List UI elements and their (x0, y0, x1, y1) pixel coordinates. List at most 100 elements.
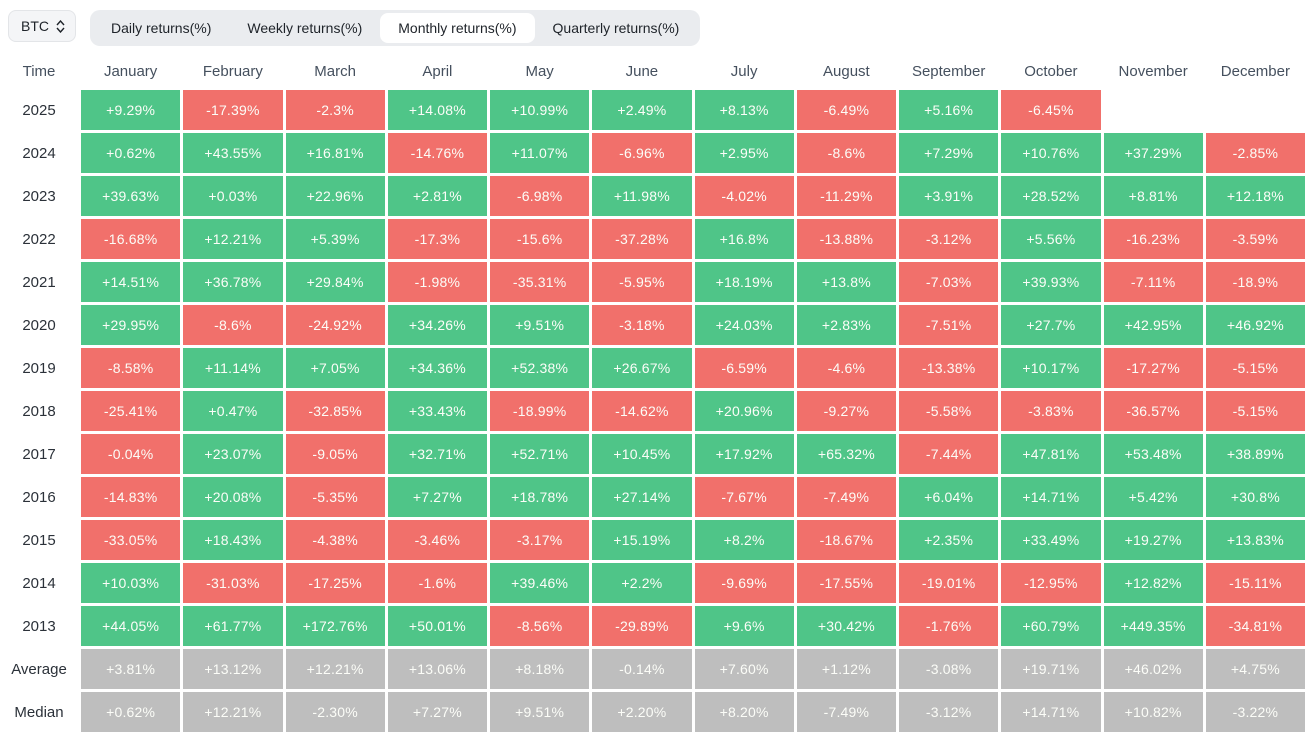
tab-weekly-returns-[interactable]: Weekly returns(%) (247, 20, 363, 36)
tab-quarterly-returns-[interactable]: Quarterly returns(%) (552, 20, 680, 36)
return-cell: -35.31% (490, 262, 590, 302)
return-cell: -1.76% (899, 606, 999, 646)
column-header-january: January (103, 62, 158, 80)
column-header-december: December (1220, 62, 1290, 80)
table-row: 2024 +0.62% +43.55% +16.81% -14.76% +11.07% -6… (0, 133, 1305, 176)
return-cell: -6.49% (796, 90, 896, 130)
return-cell: +0.62% (81, 692, 181, 732)
return-cell: +38.89% (1205, 434, 1305, 474)
return-cell: -18.67% (796, 520, 896, 560)
table-row: Median +0.62% +12.21% -2.30% +7.27% +9.51% +2.… (0, 692, 1305, 735)
table-row: 2018 -25.41% +0.47% -32.85% +33.43% -18.99% -1… (0, 391, 1305, 434)
return-cell: -6.96% (592, 133, 692, 173)
return-cell: -17.39% (183, 90, 283, 130)
tab-monthly-returns-[interactable]: Monthly returns(%) (380, 13, 535, 43)
row-label: 2013 (22, 617, 56, 635)
column-header-june: June (625, 62, 659, 80)
return-cell: -5.35% (285, 477, 385, 517)
return-cell: +10.82% (1103, 692, 1203, 732)
return-cell: -7.49% (796, 692, 896, 732)
return-cell: +9.51% (490, 305, 590, 345)
return-cell: -18.99% (490, 391, 590, 431)
return-cell: +3.81% (81, 649, 181, 689)
return-cell: -25.41% (81, 391, 181, 431)
return-cell: -6.59% (694, 348, 794, 388)
return-cell: -3.59% (1205, 219, 1305, 259)
return-cell: -6.98% (490, 176, 590, 216)
return-cell: +27.14% (592, 477, 692, 517)
return-cell: -16.23% (1103, 219, 1203, 259)
return-cell: -7.11% (1103, 262, 1203, 302)
return-cell: +5.42% (1103, 477, 1203, 517)
row-label: Median (14, 703, 64, 721)
return-cell: +24.03% (694, 305, 794, 345)
return-cell: -12.95% (1001, 563, 1101, 603)
return-cell: +4.75% (1205, 649, 1305, 689)
return-cell: +5.56% (1001, 219, 1101, 259)
return-cell: -3.18% (592, 305, 692, 345)
return-cell: -7.67% (694, 477, 794, 517)
row-label: 2015 (22, 531, 56, 549)
return-cell: +18.43% (183, 520, 283, 560)
return-cell: -5.95% (592, 262, 692, 302)
return-cell: +449.35% (1103, 606, 1203, 646)
return-cell: +2.35% (899, 520, 999, 560)
return-cell: -17.27% (1103, 348, 1203, 388)
row-label: 2022 (22, 230, 56, 248)
return-cell: -4.38% (285, 520, 385, 560)
return-cell: -13.88% (796, 219, 896, 259)
return-cell: -5.15% (1205, 391, 1305, 431)
return-cell: -3.12% (899, 219, 999, 259)
returns-table: Time January February March April May June Jul… (0, 52, 1315, 735)
row-label: 2019 (22, 359, 56, 377)
table-row: 2022 -16.68% +12.21% +5.39% -17.3% -15.6% -37.… (0, 219, 1305, 262)
empty-cell (1206, 90, 1305, 130)
return-cell: +7.60% (694, 649, 794, 689)
return-cell: +8.18% (490, 649, 590, 689)
row-label: 2020 (22, 316, 56, 334)
return-cell: +19.27% (1103, 520, 1203, 560)
return-cell: -1.6% (387, 563, 487, 603)
return-cell: +11.14% (183, 348, 283, 388)
return-cell: +61.77% (183, 606, 283, 646)
return-cell: -7.49% (796, 477, 896, 517)
return-cell: +17.92% (694, 434, 794, 474)
return-cell: -17.3% (387, 219, 487, 259)
return-cell: +52.38% (490, 348, 590, 388)
return-cell: +30.42% (796, 606, 896, 646)
table-row: 2017 -0.04% +23.07% -9.05% +32.71% +52.71% +10… (0, 434, 1305, 477)
row-label: 2014 (22, 574, 56, 592)
return-cell: +27.7% (1001, 305, 1101, 345)
returns-tabbar: Daily returns(%) Weekly returns(%) Monthly… (90, 10, 701, 46)
returns-table-body: 2025 +9.29% -17.39% -2.3% +14.08% +10.99% +2.4… (0, 90, 1307, 735)
symbol-select[interactable]: BTC (8, 10, 76, 42)
tab-daily-returns-[interactable]: Daily returns(%) (111, 20, 212, 36)
column-header-february: February (202, 62, 263, 80)
return-cell: +5.39% (285, 219, 385, 259)
return-cell: -3.22% (1205, 692, 1305, 732)
return-cell: +7.27% (387, 477, 487, 517)
return-cell: -7.51% (899, 305, 999, 345)
return-cell: -36.57% (1103, 391, 1203, 431)
return-cell: +36.78% (183, 262, 283, 302)
return-cell: +13.06% (387, 649, 487, 689)
return-cell: +20.96% (694, 391, 794, 431)
return-cell: +34.36% (387, 348, 487, 388)
return-cell: +0.03% (183, 176, 283, 216)
top-controls: BTC Daily returns(%) Weekly returns(%) Mon… (0, 0, 1315, 50)
return-cell: +7.05% (285, 348, 385, 388)
return-cell: -3.17% (490, 520, 590, 560)
up-down-chevrons-icon (56, 19, 65, 33)
return-cell: +9.51% (490, 692, 590, 732)
column-header-august: August (823, 62, 870, 80)
column-header-september: September (911, 62, 986, 80)
table-row: 2019 -8.58% +11.14% +7.05% +34.36% +52.38% +26… (0, 348, 1305, 391)
row-label: 2025 (22, 101, 56, 119)
return-cell: +37.29% (1103, 133, 1203, 173)
return-cell: +50.01% (387, 606, 487, 646)
return-cell: -18.9% (1205, 262, 1305, 302)
return-cell: +53.48% (1103, 434, 1203, 474)
column-header-november: November (1118, 62, 1188, 80)
table-row: 2021 +14.51% +36.78% +29.84% -1.98% -35.31% -5… (0, 262, 1305, 305)
row-label: 2021 (22, 273, 56, 291)
